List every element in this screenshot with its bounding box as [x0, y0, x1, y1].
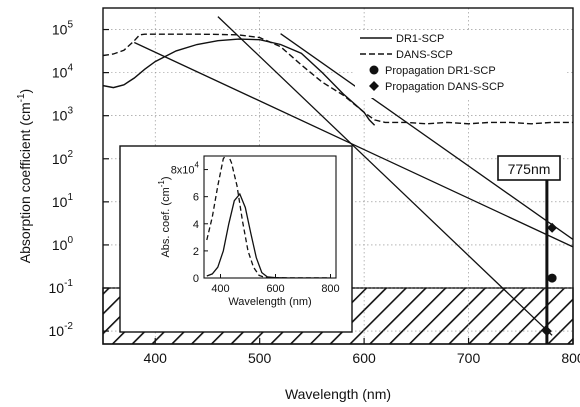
annotation-box: [497, 155, 561, 181]
legend-label: Propagation DANS-SCP: [385, 81, 504, 93]
inset-y-tick-label: 8x104: [171, 161, 200, 177]
y-tick-exponent: -2: [64, 321, 73, 332]
inset-y-tick-label: 6: [193, 192, 199, 204]
y-tick-label: 104: [52, 63, 74, 81]
inset-x-tick-label: 400: [211, 283, 229, 295]
y-axis-title-sup: -1: [16, 93, 27, 102]
inset-y-tick-base: 6: [193, 192, 199, 204]
inset-y-axis-title: Abs. coef. (cm-1): [157, 176, 172, 257]
inset-y-tick-base: 2: [193, 246, 199, 258]
x-tick-label: 700: [457, 350, 481, 366]
y-tick-label: 100: [52, 235, 74, 253]
plot-frame: [102, 7, 574, 345]
inset-y-tick-base: 8x10: [171, 165, 195, 177]
x-tick-label: 500: [248, 350, 272, 366]
legend-background: [355, 30, 565, 98]
inset-box: [119, 145, 353, 333]
data-point-circle: [547, 273, 557, 283]
inset-x-tick-label: 800: [321, 283, 339, 295]
y-tick-label: 103: [52, 106, 74, 124]
y-tick-exponent: 5: [67, 20, 73, 31]
inset-series-line-dans-scp: [206, 156, 331, 278]
data-point-diamond: [547, 222, 558, 233]
inset-x-tick-label: 600: [266, 283, 284, 295]
x-tick-label: 800: [561, 350, 580, 366]
y-tick-base: 10: [49, 280, 65, 296]
fit-line: [217, 16, 553, 336]
y-tick-base: 10: [52, 22, 68, 38]
y-tick-label: 105: [52, 20, 74, 38]
legend-swatch-diamond: [369, 81, 379, 91]
annotation-text: 775nm: [508, 161, 551, 177]
fit-line: [280, 33, 573, 241]
y-tick-base: 10: [52, 194, 68, 210]
main-series-group: [103, 16, 573, 336]
inset-y-tick-label: 2: [193, 246, 199, 258]
inset-series-line-dr1-scp: [206, 192, 331, 278]
y-tick-base: 10: [52, 108, 68, 124]
y-tick-label: 10-1: [49, 278, 74, 296]
data-point-diamond: [541, 326, 552, 337]
inset-y-tick-label: 4: [193, 219, 199, 231]
series-line-dr1-scp: [103, 38, 376, 126]
y-axis-title: Absorption coefficient (cm-1): [16, 89, 33, 263]
legend: DR1-SCP DANS-SCP Propagation DR1-SCP Propag…: [355, 30, 565, 98]
inset-y-title-sup: -1: [157, 180, 166, 188]
x-tick-label: 400: [144, 350, 168, 366]
legend-label: DANS-SCP: [396, 49, 453, 61]
x-axis-title: Wavelength (nm): [285, 386, 391, 402]
y-tick-label: 10-2: [49, 321, 74, 339]
y-tick-exponent: 2: [67, 149, 73, 160]
y-tick-exponent: 3: [67, 106, 73, 117]
y-tick-exponent: 0: [67, 235, 73, 246]
y-tick-base: 10: [52, 151, 68, 167]
y-tick-exponent: 1: [67, 192, 73, 203]
inset-y-title-close: ): [160, 176, 172, 180]
y-tick-label: 101: [52, 192, 74, 210]
y-tick-base: 10: [49, 323, 65, 339]
y-tick-label: 102: [52, 149, 74, 167]
legend-label: Propagation DR1-SCP: [385, 65, 496, 77]
series-line-dans-scp: [103, 33, 573, 125]
y-tick-base: 10: [52, 237, 68, 253]
y-tick-base: 10: [52, 65, 68, 81]
inset-series-group: [206, 156, 331, 278]
y-tick-exponent: -1: [64, 278, 73, 289]
inset-y-tick-base: 0: [193, 273, 199, 285]
inset-x-axis-title: Wavelength (nm): [228, 296, 311, 308]
y-tick-exponent: 4: [67, 63, 73, 74]
inset-y-tick-base: 4: [193, 219, 199, 231]
y-axis-title-main: Absorption coefficient (cm: [17, 102, 33, 263]
inset-y-title-main: Abs. coef. (cm: [160, 187, 172, 257]
legend-label: DR1-SCP: [396, 33, 444, 45]
legend-swatch-circle: [369, 65, 379, 75]
inset-y-tick-sup: 4: [195, 161, 200, 170]
y-axis-title-close: ): [17, 89, 33, 94]
inset-y-tick-label: 0: [193, 273, 199, 285]
x-tick-label: 600: [352, 350, 376, 366]
fit-line: [134, 41, 573, 248]
